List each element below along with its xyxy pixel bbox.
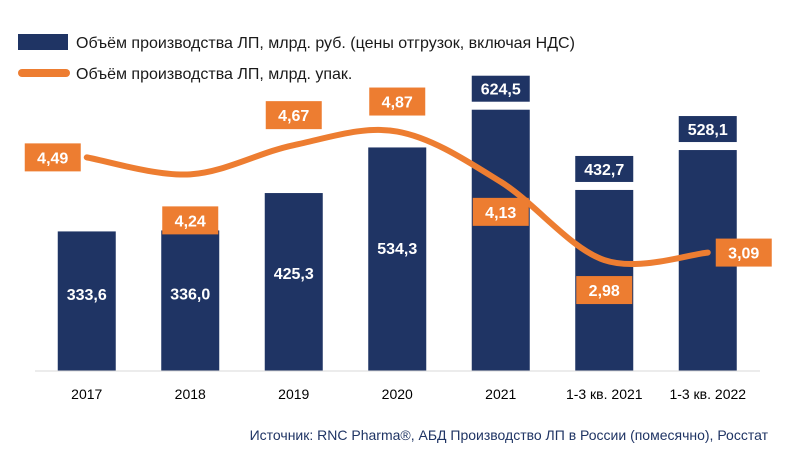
line-label-box — [24, 143, 81, 172]
line-label: 4,24 — [175, 213, 206, 230]
bar-label: 336,0 — [170, 287, 210, 304]
line-label-box — [162, 206, 219, 235]
bar-label: 432,7 — [584, 162, 624, 179]
line-label: 4,87 — [382, 95, 413, 112]
line-series: 4,49 4,24 4,67 4,87 4,13 2,98 3,09 — [24, 87, 772, 305]
line-label-box — [265, 101, 322, 130]
line-path — [83, 126, 711, 267]
x-tick-label: 2018 — [175, 386, 206, 402]
x-tick-label: 2021 — [485, 386, 516, 402]
bar-label: 425,3 — [274, 266, 314, 283]
line-label: 4,13 — [485, 205, 516, 222]
x-tick-label: 1-3 кв. 2021 — [566, 386, 643, 402]
line-label: 2,98 — [589, 283, 620, 300]
bar — [57, 231, 116, 371]
bar-label: 534,3 — [377, 241, 417, 258]
legend-bar-label: Объём производства ЛП, млрд. руб. (цены … — [76, 35, 575, 52]
line-label-box — [715, 238, 772, 267]
bar — [471, 109, 530, 371]
bar-label-box — [678, 116, 737, 143]
legend-line-label: Объём производства ЛП, млрд. упак. — [76, 66, 352, 83]
legend-bar-swatch — [18, 34, 68, 50]
line-label-box — [472, 197, 529, 226]
bar-series: 333,6 336,0 425,3 534,3 624,5 432,7 528,1 — [57, 75, 737, 371]
bar-label-box — [471, 75, 530, 102]
x-tick-label: 1-3 кв. 2022 — [669, 386, 746, 402]
bar — [368, 147, 427, 371]
bar-label: 333,6 — [67, 287, 107, 304]
bar — [264, 193, 323, 371]
x-tick-label: 2017 — [71, 386, 102, 402]
bar-label: 528,1 — [688, 122, 728, 139]
bar — [161, 230, 220, 371]
x-axis-ticks: 2017 2018 2019 2020 2021 1-3 кв. 2021 1-3 кв. … — [71, 386, 746, 402]
line-label: 4,49 — [37, 150, 68, 167]
line-label: 3,09 — [728, 246, 759, 263]
bar-label-box — [575, 155, 634, 182]
source-note: Источник: RNC Pharma®, АБД Производство … — [250, 427, 769, 443]
line-label-box — [576, 276, 633, 305]
legend: Объём производства ЛП, млрд. руб. (цены … — [18, 34, 575, 83]
line-label: 4,67 — [278, 108, 309, 125]
bar-label: 624,5 — [481, 82, 521, 99]
line-label-box — [369, 87, 426, 116]
x-tick-label: 2019 — [278, 386, 309, 402]
x-tick-label: 2020 — [382, 386, 413, 402]
